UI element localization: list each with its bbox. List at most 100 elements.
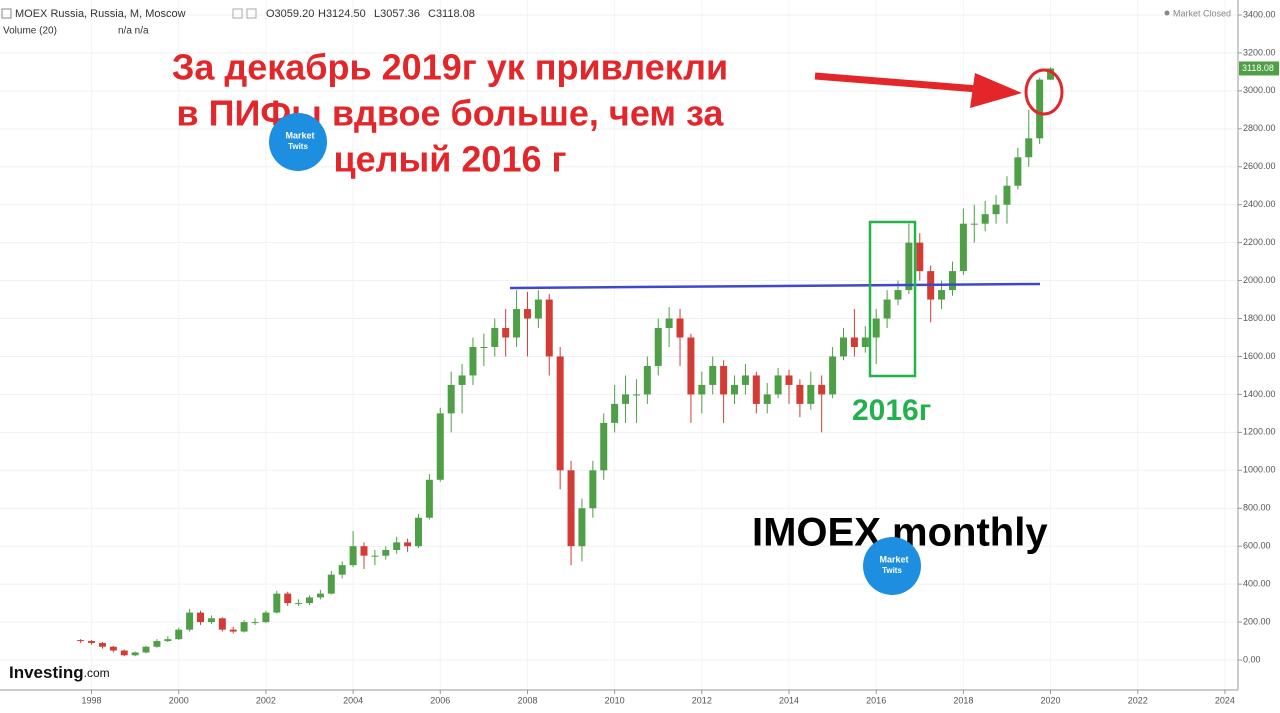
arrow-shaft [814, 72, 991, 94]
candle-body [981, 214, 989, 224]
settings-icon[interactable] [232, 8, 243, 19]
candle-body [77, 640, 85, 642]
logo-text: Market [879, 554, 908, 564]
y-tick-label: 200.00 [1243, 616, 1271, 626]
collapse-icon[interactable] [1, 8, 12, 19]
candle-body [665, 318, 673, 329]
arrow-head [970, 73, 1022, 108]
candle-body [589, 470, 597, 509]
candle-body [938, 290, 946, 300]
candle-body [752, 375, 760, 404]
candle-body [894, 290, 902, 300]
candle-body [796, 384, 804, 404]
candle-body [207, 618, 215, 623]
x-tick-label: 2018 [953, 695, 973, 705]
close-icon[interactable] [246, 8, 257, 19]
candle-body [458, 375, 466, 385]
candle-body [578, 508, 586, 547]
y-tick-label: 2200.00 [1243, 237, 1276, 247]
candle-body [425, 479, 433, 518]
x-tick-label: 2014 [779, 695, 799, 705]
highlight-circle [1024, 68, 1064, 116]
candle-body [709, 365, 717, 385]
logo: Market Twits [863, 537, 921, 595]
candle-body [229, 629, 237, 632]
candle-body [295, 603, 303, 605]
candle-body [785, 375, 793, 385]
candle-body [731, 384, 739, 395]
candle-body [338, 565, 346, 575]
candle-body [164, 639, 172, 642]
ohlc-high: H3124.50 [318, 8, 366, 20]
y-tick-label: 3000.00 [1243, 85, 1276, 95]
x-tick-label: 2006 [430, 695, 450, 705]
y-tick-label: 1000.00 [1243, 465, 1276, 475]
year-box [868, 220, 917, 378]
brand-suffix: .com [84, 666, 110, 680]
candle-body [98, 642, 106, 647]
candle-body [643, 365, 651, 395]
candle-body [861, 337, 869, 347]
grid [0, 0, 1238, 690]
ohlc-low: L3057.36 [374, 8, 420, 20]
ohlc-open: O3059.20 [266, 8, 314, 20]
candle-body [676, 318, 684, 338]
candle-body [120, 650, 128, 656]
y-tick-label: 1600.00 [1243, 351, 1276, 361]
ohlc-close: C3118.08 [428, 8, 475, 20]
y-tick-label: 400.00 [1243, 579, 1271, 589]
candle-body [414, 517, 422, 547]
brand-name: Investing [9, 663, 84, 682]
candle-body [850, 337, 858, 347]
headline: За декабрь 2019г ук привлекли в ПИФы вдв… [172, 47, 728, 180]
candle-body [970, 223, 978, 225]
x-tick-label: 2022 [1128, 695, 1148, 705]
candle-body [469, 346, 477, 376]
axes: 0.00 200.00 400.00 600.00 800.00 1000.00 1200.… [82, 9, 1279, 705]
y-tick-label: 2600.00 [1243, 161, 1276, 171]
candle-body [622, 394, 630, 404]
last-price: 3118.08 [1239, 61, 1279, 76]
candle-body [829, 356, 837, 395]
candle-body [1036, 79, 1044, 139]
candle-body [959, 223, 967, 272]
y-tick-label: 1200.00 [1243, 427, 1276, 437]
x-tick-label: 2008 [517, 695, 537, 705]
candle-body [698, 384, 706, 395]
candle-body [523, 309, 531, 319]
headline-line: целый 2016 г [334, 139, 567, 180]
candle-body [502, 328, 510, 338]
candle-body [948, 271, 956, 291]
candle-body [720, 365, 728, 395]
candle-body [818, 384, 826, 395]
candle-body [175, 629, 183, 640]
candle-body [763, 394, 771, 404]
candle-body [480, 346, 488, 348]
candle-body [839, 337, 847, 357]
y-tick-label: 800.00 [1243, 503, 1271, 513]
x-tick-label: 2016 [866, 695, 886, 705]
candle-body [741, 375, 749, 385]
candle-body [1003, 185, 1011, 205]
x-tick-label: 2002 [256, 695, 276, 705]
candle-body [262, 612, 270, 623]
candle-body [534, 299, 542, 319]
candle-body [88, 641, 96, 643]
status: Market Closed [1173, 8, 1231, 18]
candle-body [131, 652, 139, 656]
headline-line: в ПИФы вдвое больше, чем за [177, 93, 725, 134]
candle-body [905, 242, 913, 291]
candle-body [491, 328, 499, 347]
last-price-label: 3118.08 [1242, 63, 1274, 73]
logo-text: Market [285, 130, 314, 140]
candle-body [382, 549, 390, 556]
candle-body [632, 394, 640, 396]
status-dot [1164, 10, 1170, 16]
logo-text: Twits [882, 566, 902, 575]
y-tick-label: 2000.00 [1243, 275, 1276, 285]
candle-body [393, 542, 401, 550]
candle-body [447, 384, 455, 414]
candle-body [371, 555, 379, 557]
candle-body [687, 337, 695, 395]
